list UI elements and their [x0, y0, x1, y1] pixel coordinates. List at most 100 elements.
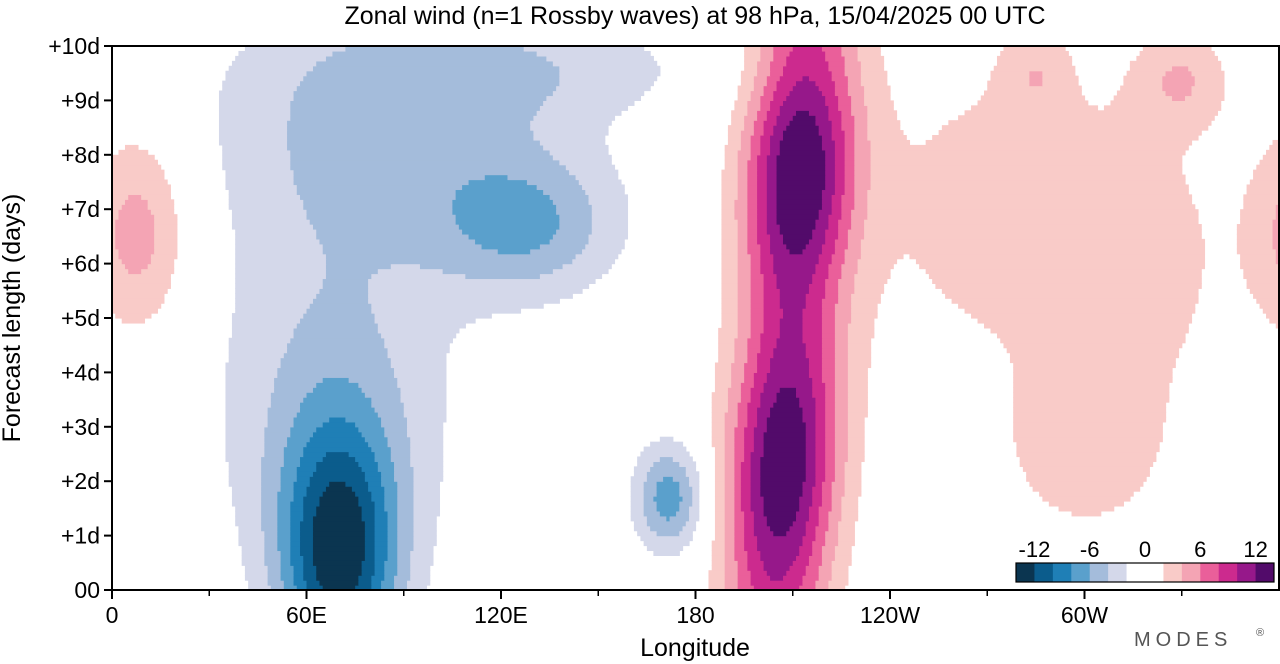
contour-cell: [854, 189, 868, 195]
contour-cell: [854, 184, 872, 191]
contour-cell: [1123, 80, 1163, 87]
contour-cell: [293, 486, 308, 492]
contour-cell: [854, 169, 872, 176]
contour-cell: [851, 318, 875, 324]
contour-cell: [630, 476, 648, 482]
contour-cell: [825, 431, 836, 438]
contour-cell: [1026, 476, 1147, 482]
contour-cell: [303, 500, 321, 507]
contour-cell: [235, 510, 262, 517]
contour-cell: [818, 258, 833, 265]
contour-cell: [112, 219, 116, 225]
contour-cell: [831, 204, 842, 210]
contour-cell: [397, 382, 447, 388]
contour-cell: [244, 565, 269, 571]
contour-cell: [831, 253, 846, 260]
contour-cell: [825, 228, 839, 235]
contour-cell: [747, 342, 761, 349]
contour-cell: [1243, 199, 1279, 205]
contour-cell: [591, 219, 629, 225]
contour-cell: [290, 149, 551, 156]
contour-cell: [115, 219, 155, 225]
contour-cell: [543, 189, 586, 195]
contour-cell: [1272, 228, 1279, 235]
contour-cell: [413, 535, 437, 542]
contour-cell: [1269, 318, 1279, 324]
contour-cell: [779, 332, 804, 339]
contour-cell: [270, 402, 301, 408]
contour-cell: [831, 120, 842, 126]
contour-cell: [147, 199, 175, 205]
contour-cell: [397, 500, 415, 507]
contour-cell: [235, 298, 314, 304]
contour-cell: [374, 525, 389, 532]
contour-cell: [734, 105, 748, 111]
contour-cell: [1246, 189, 1279, 195]
contour-cell: [773, 125, 787, 131]
contour-cell: [572, 258, 616, 265]
colorbar-swatch: [1034, 563, 1054, 582]
contour-cell: [757, 110, 768, 116]
contour-cell: [747, 189, 758, 195]
contour-cell: [760, 392, 778, 398]
contour-cell: [575, 174, 619, 181]
contour-cell: [724, 550, 735, 556]
contour-cell: [808, 357, 823, 364]
contour-cell: [721, 273, 739, 280]
contour-cell: [228, 342, 288, 349]
contour-cell: [575, 253, 619, 260]
contour-cell: [792, 115, 817, 121]
contour-cell: [374, 510, 389, 517]
contour-cell: [750, 283, 765, 289]
contour-cell: [397, 550, 411, 556]
contour-cell: [248, 585, 272, 590]
contour-cell: [737, 273, 752, 280]
contour-cell: [235, 293, 317, 299]
contour-cell: [854, 135, 868, 141]
contour-cell: [287, 125, 531, 131]
contour-cell: [834, 184, 846, 191]
contour-cell: [374, 530, 389, 537]
contour-cell: [786, 243, 807, 250]
contour-cell: [734, 510, 745, 517]
contour-cell: [925, 139, 1193, 146]
colorbar-swatch: [1237, 563, 1256, 582]
contour-cell: [267, 570, 282, 576]
contour-cell: [737, 288, 752, 294]
contour-cell: [646, 520, 687, 527]
contour-cell: [277, 496, 295, 502]
contour-cell: [805, 466, 817, 472]
contour-cell: [825, 476, 836, 482]
contour-cell: [795, 515, 810, 522]
contour-cell: [860, 65, 885, 72]
contour-cell: [844, 70, 862, 77]
contour-cell: [747, 164, 758, 171]
contour-cell: [462, 184, 538, 191]
contour-cell: [731, 362, 745, 369]
contour-cell: [714, 377, 732, 383]
contour-cell: [757, 154, 768, 161]
contour-cell: [721, 318, 739, 324]
contour-cell: [225, 402, 272, 408]
colorbar: -12 -6 0 6 12: [1008, 529, 1278, 586]
contour-cell: [851, 224, 865, 230]
contour-cell: [397, 570, 411, 576]
contour-cell: [727, 125, 745, 131]
contour-cell: [763, 313, 784, 319]
contour-cell: [374, 540, 389, 547]
contour-cell: [225, 441, 265, 448]
contour-cell: [231, 209, 308, 215]
contour-cell: [847, 382, 868, 388]
contour-cell: [646, 515, 667, 522]
contour-cell: [591, 204, 629, 210]
contour-cell: [864, 219, 1199, 225]
contour-cell: [112, 189, 171, 195]
contour-cell: [770, 139, 781, 146]
contour-cell: [218, 95, 295, 101]
contour-cell: [744, 535, 758, 542]
contour-cell: [747, 565, 765, 571]
contour-cell: [1126, 70, 1167, 77]
contour-cell: [721, 179, 739, 186]
contour-cell: [854, 174, 872, 181]
contour-cell: [854, 288, 885, 294]
